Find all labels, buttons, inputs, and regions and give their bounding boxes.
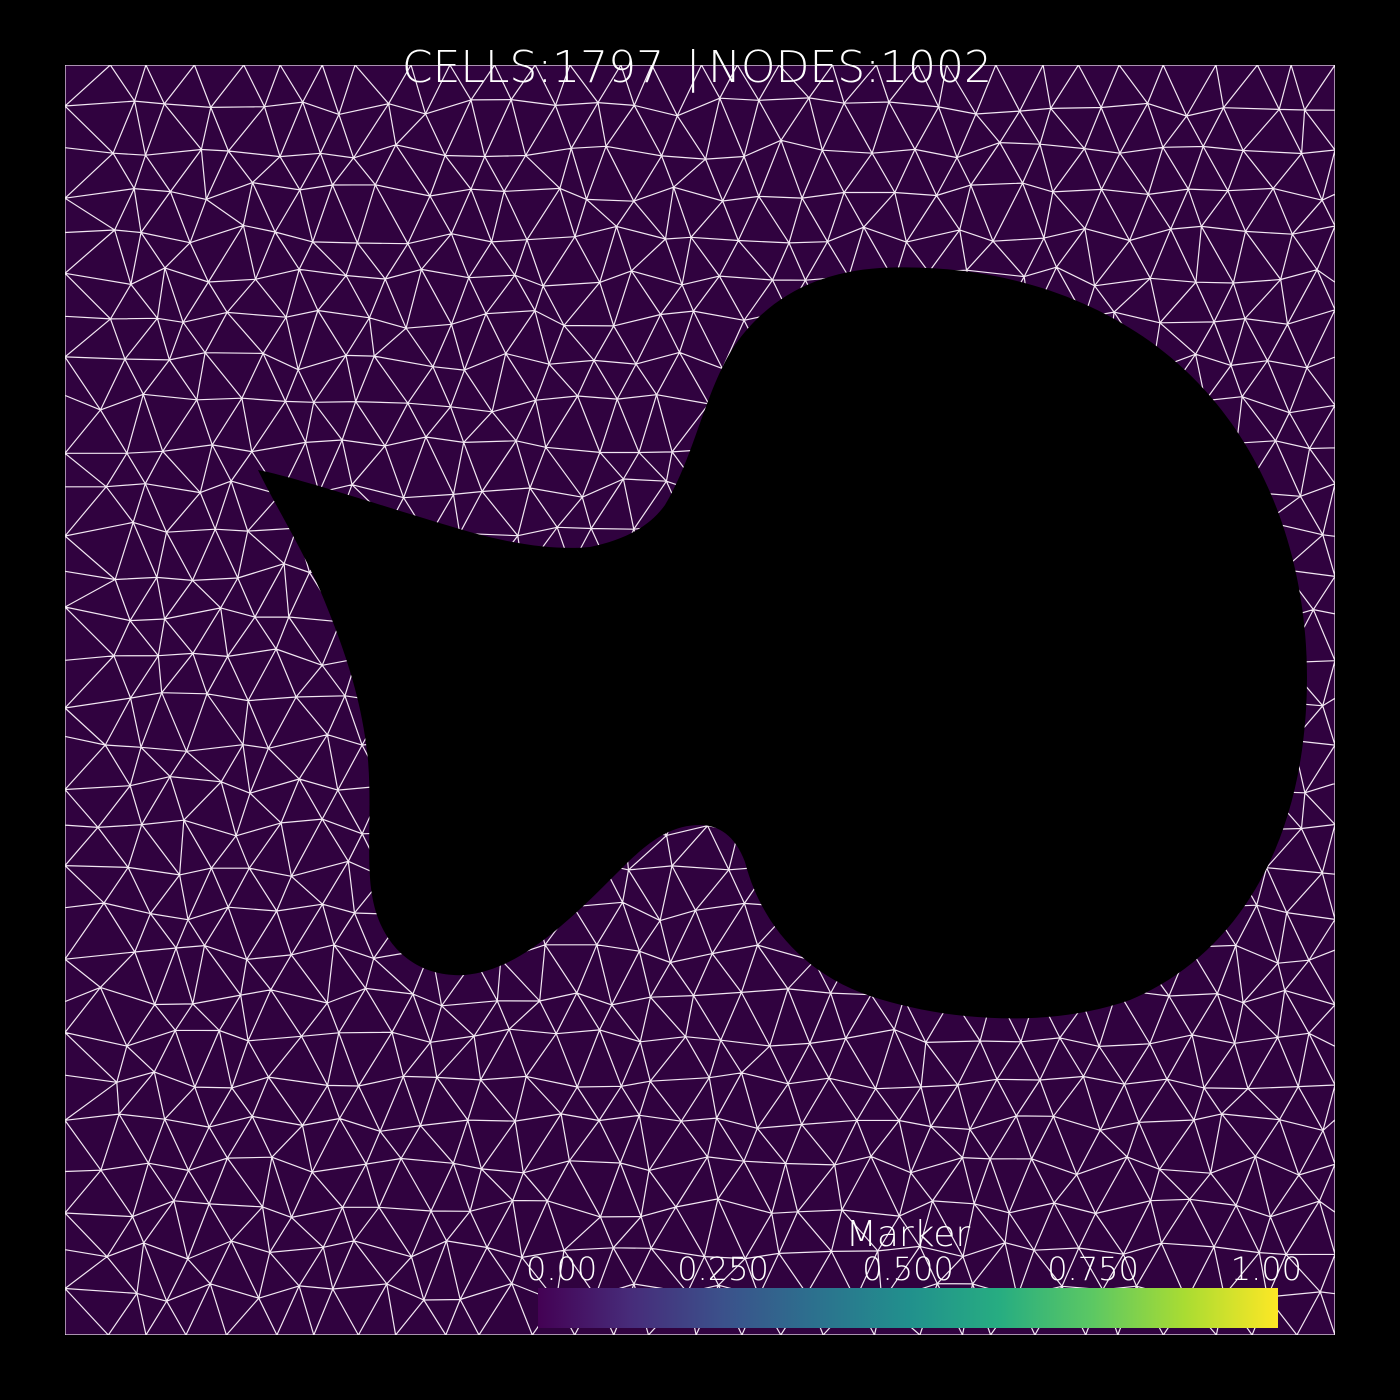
colorbar-tick-label: 0.00 xyxy=(526,1250,597,1288)
mesh-stats-header: CELLS:1797 | NODES:1002 xyxy=(402,42,992,93)
colorbar-gradient xyxy=(538,1288,1278,1328)
colorbar-ticks: 0.00 0.250 0.500 0.750 1.00 xyxy=(526,1250,1302,1288)
mesh-hole xyxy=(258,267,1307,1019)
colorbar-tick-label: 0.500 xyxy=(862,1250,954,1288)
colorbar-legend: Marker 0.00 0.250 0.500 0.750 1.00 xyxy=(526,1214,1302,1328)
mesh-domain xyxy=(65,65,1335,1335)
nodes-count: NODES:1002 xyxy=(708,42,992,93)
stats-separator: | xyxy=(686,42,701,93)
colorbar-tick-label: 1.00 xyxy=(1231,1250,1302,1288)
colorbar-tick-label: 0.750 xyxy=(1047,1250,1139,1288)
cells-count: CELLS:1797 xyxy=(402,42,664,93)
colorbar-tick-label: 0.250 xyxy=(677,1250,769,1288)
colorbar-title: Marker xyxy=(846,1214,971,1255)
